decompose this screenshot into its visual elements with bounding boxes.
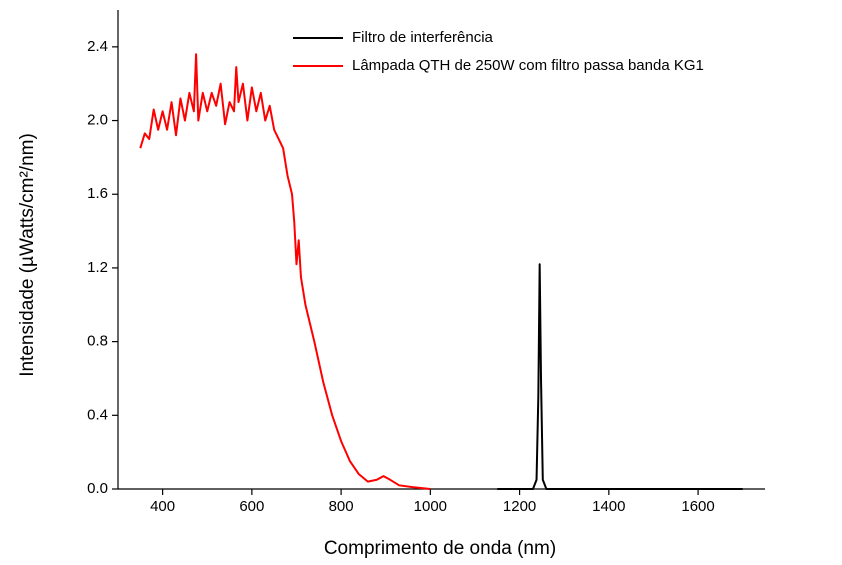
y-tick-label: 2.0 (87, 112, 108, 129)
x-tick-label: 800 (329, 498, 354, 515)
y-tick-label: 2.4 (87, 38, 108, 55)
x-tick-label: 1000 (414, 498, 447, 515)
legend-label: Filtro de interferência (352, 29, 494, 46)
x-tick-label: 600 (239, 498, 264, 515)
y-tick-label: 0.8 (87, 333, 108, 350)
y-tick-label: 0.4 (87, 406, 108, 423)
x-tick-label: 1200 (503, 498, 536, 515)
series-line (497, 263, 743, 490)
x-axis-title: Comprimento de onda (nm) (324, 538, 556, 559)
x-tick-label: 1400 (592, 498, 625, 515)
x-tick-label: 1600 (681, 498, 714, 515)
y-tick-label: 1.2 (87, 259, 108, 276)
y-tick-label: 1.6 (87, 185, 108, 202)
legend-label: Lâmpada QTH de 250W com filtro passa ban… (352, 57, 704, 74)
y-tick-label: 0.0 (87, 480, 108, 497)
y-axis-title: Intensidade (µWatts/cm²/nm) (17, 133, 38, 377)
series-line (139, 53, 431, 490)
x-tick-label: 400 (150, 498, 175, 515)
